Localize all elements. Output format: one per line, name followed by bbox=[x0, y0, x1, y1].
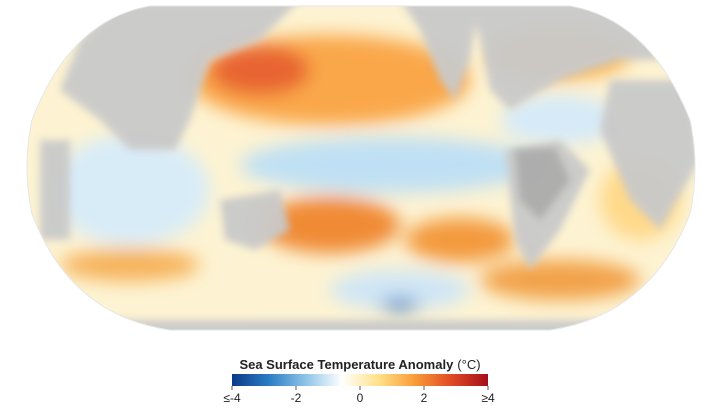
colorbar-tick-label: -2 bbox=[291, 391, 302, 405]
colorbar-tick-label: 2 bbox=[421, 391, 428, 405]
colorbar bbox=[232, 374, 488, 386]
colorbar-tick-label: 0 bbox=[357, 391, 364, 405]
legend-unit: (°C) bbox=[457, 357, 480, 372]
colorbar-tick-label: ≤-4 bbox=[223, 391, 241, 405]
legend-title-text: Sea Surface Temperature Anomaly bbox=[239, 357, 454, 372]
map-outline bbox=[26, 5, 696, 331]
legend-title: Sea Surface Temperature Anomaly (°C) bbox=[239, 357, 480, 372]
sea-surface-map bbox=[27, 6, 695, 330]
colorbar-tick-label: ≥4 bbox=[481, 391, 495, 405]
